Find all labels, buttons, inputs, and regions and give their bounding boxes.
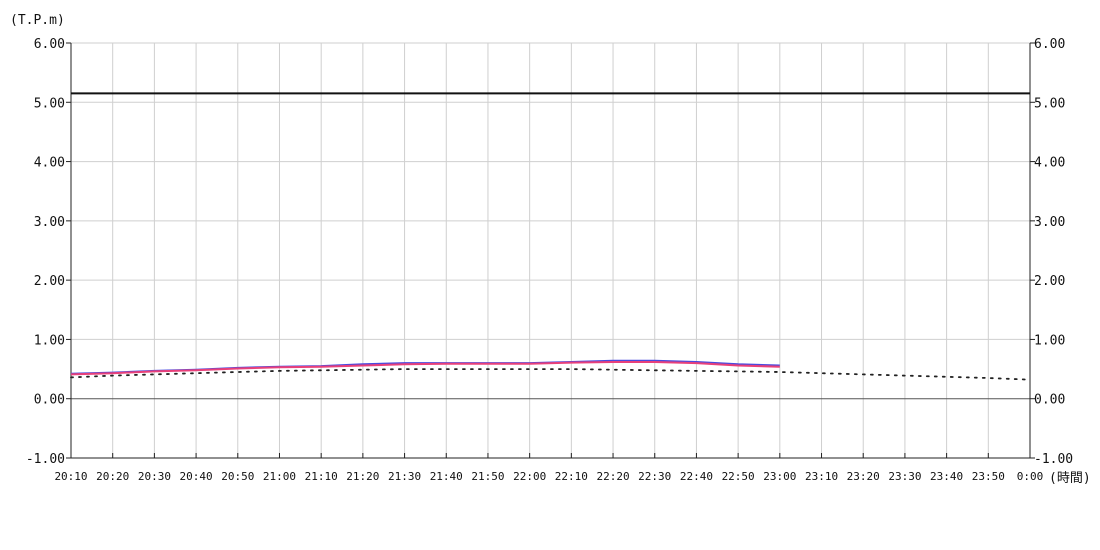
series-line-2 [70,361,780,376]
x-tick-label: 22:10 [555,470,588,483]
grid [71,42,1030,459]
x-tick-label: 21:20 [346,470,379,483]
y-tick-label-left: -1.00 [26,452,65,467]
x-tick-label: 22:00 [513,470,546,483]
x-tick-label: 21:40 [430,470,463,483]
x-tick-label: 20:20 [96,470,129,483]
x-tick-label: 20:50 [221,470,254,483]
x-tick-label: 22:40 [680,470,713,483]
y-tick-label-right: 4.00 [1034,156,1065,171]
x-tick-label: 21:30 [388,470,421,483]
y-tick-label-right: 6.00 [1034,37,1065,52]
x-tick-label: 20:30 [138,470,171,483]
y-tick-label-left: 1.00 [34,333,65,348]
x-tick-label: 23:30 [888,470,921,483]
y-tick-label-left: 2.00 [34,274,65,289]
y-tick-label-left: 3.00 [34,215,65,230]
y-tick-label-right: 2.00 [1034,274,1065,289]
x-tick-label: 0:00 [1017,470,1044,483]
x-tick-label: 21:10 [305,470,338,483]
x-tick-label: 21:50 [471,470,504,483]
x-tick-label: 22:30 [638,470,671,483]
x-tick-label: 20:10 [54,470,87,483]
y-tick-label-right: -1.00 [1034,452,1073,467]
series [70,92,1031,381]
y-tick-label-right: 5.00 [1034,96,1065,111]
series-line-3 [70,368,1031,381]
y-axis-unit-label: (T.P.m) [10,13,65,28]
x-axis-unit-label: (時間) [1049,471,1091,486]
x-tick-label: 23:00 [763,470,796,483]
x-tick-label: 20:40 [180,470,213,483]
y-tick-label-right: 0.00 [1034,393,1065,408]
y-tick-label-left: 4.00 [34,156,65,171]
y-tick-label-left: 5.00 [34,96,65,111]
x-tick-label: 21:00 [263,470,296,483]
x-tick-label: 22:50 [722,470,755,483]
y-tick-label-right: 3.00 [1034,215,1065,230]
axes: 20:10 20:20 20:30 20:40 20:50 21:00 21:10 21:20… [26,37,1073,483]
x-tick-label: 23:10 [805,470,838,483]
y-tick-label-left: 0.00 [34,393,65,408]
y-tick-label-left: 6.00 [34,37,65,52]
x-tick-label: 23:20 [847,470,880,483]
x-tick-label: 22:20 [596,470,629,483]
x-tick-label: 23:40 [930,470,963,483]
x-tick-label: 23:50 [972,470,1005,483]
y-tick-label-right: 1.00 [1034,333,1065,348]
